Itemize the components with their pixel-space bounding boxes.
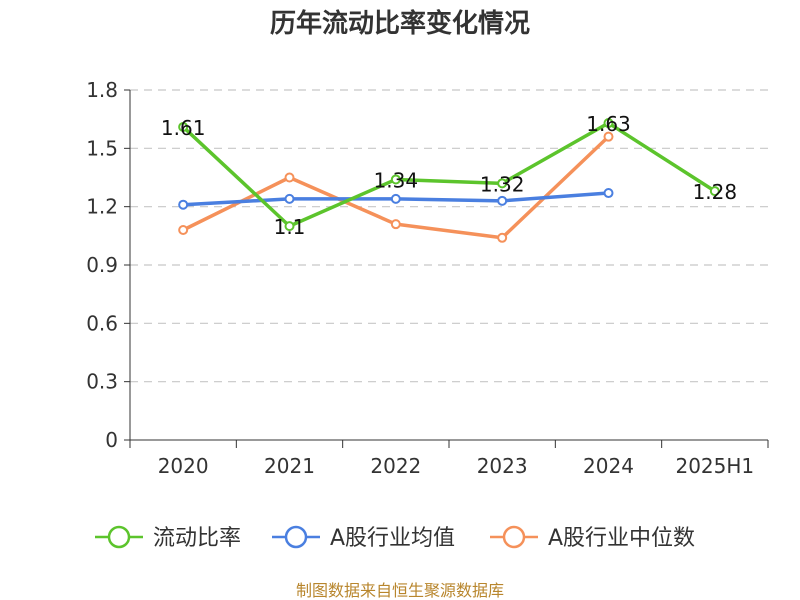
- data-point: [497, 178, 508, 189]
- data-label: 1.1: [274, 215, 306, 239]
- data-label: 1.63: [586, 112, 631, 136]
- series-line-0: [181, 121, 716, 228]
- legend-label-1: A股行业均值: [330, 526, 455, 551]
- data-point: [709, 186, 720, 197]
- data-point: [497, 195, 508, 206]
- x-tick-label: 2024: [583, 454, 634, 478]
- data-point: [178, 199, 189, 210]
- y-tick-label: 1.5: [86, 136, 118, 160]
- x-tick-label: 2025H1: [675, 454, 754, 478]
- data-point: [497, 232, 508, 243]
- chart-title: 历年流动比率变化情况: [270, 8, 530, 39]
- data-point: [178, 225, 189, 235]
- legend-marker-1: [284, 525, 308, 549]
- data-label: 1.32: [480, 172, 525, 196]
- series-group: [178, 118, 720, 243]
- data-point: [390, 174, 401, 185]
- y-axis-tick-labels: 0 0.3 0.6 0.9 1.2 1.5 1.8: [86, 78, 118, 452]
- x-tick-label: 2021: [264, 454, 315, 478]
- gridlines: [130, 89, 768, 383]
- data-point: [603, 188, 614, 199]
- y-tick-label: 1.8: [86, 78, 118, 102]
- axes: [124, 89, 769, 448]
- data-point: [284, 193, 295, 204]
- data-point: [178, 121, 189, 132]
- data-point: [603, 131, 614, 142]
- data-label: 1.61: [161, 116, 206, 140]
- x-tick-label: 2022: [370, 454, 421, 478]
- y-tick-label: 1.2: [86, 195, 118, 219]
- legend: 流动比率 A股行业均值 A股行业中位数: [95, 525, 695, 551]
- data-point: [603, 118, 614, 129]
- source-note: 制图数据来自恒生聚源数据库: [296, 581, 504, 600]
- legend-marker-2: [502, 525, 526, 549]
- y-tick-label: 0: [105, 428, 118, 452]
- data-point: [390, 193, 401, 204]
- data-labels: 1.61 1.1 1.34 1.32 1.63 1.28: [161, 112, 737, 239]
- data-point: [390, 219, 401, 230]
- x-tick-label: 2020: [158, 454, 209, 478]
- legend-label-0: 流动比率: [153, 526, 241, 551]
- data-point: [284, 221, 295, 232]
- y-tick-label: 0.6: [86, 311, 118, 335]
- data-label: 1.34: [374, 168, 419, 192]
- legend-marker-0: [107, 525, 131, 549]
- data-label: 1.28: [693, 180, 738, 204]
- y-tick-label: 0.9: [86, 253, 118, 277]
- legend-label-2: A股行业中位数: [548, 526, 695, 551]
- data-point: [284, 172, 295, 183]
- x-tick-label: 2023: [477, 454, 528, 478]
- y-tick-label: 0.3: [86, 370, 118, 394]
- x-axis-tick-labels: 2020 2021 2022 2023 2024 2025H1: [158, 454, 754, 478]
